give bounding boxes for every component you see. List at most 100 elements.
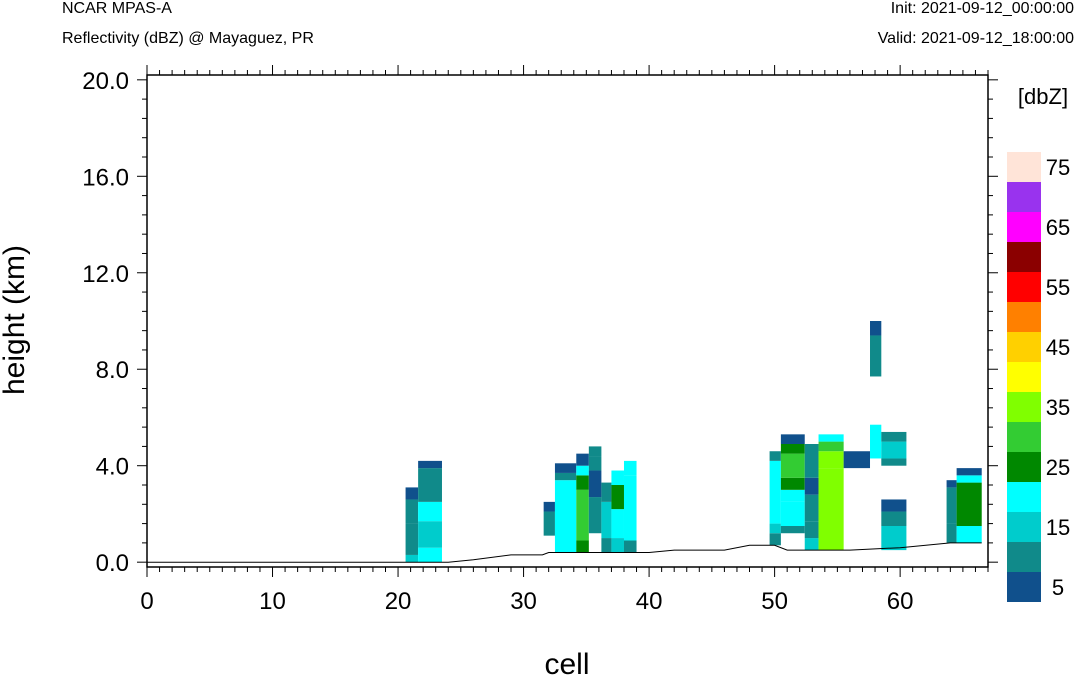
colorbar-swatch (1007, 152, 1041, 182)
reflectivity-cell (576, 465, 589, 476)
reflectivity-cell (405, 487, 419, 500)
reflectivity-cell (418, 460, 442, 469)
colorbar-swatch (1007, 482, 1041, 512)
reflectivity-cell (611, 538, 624, 553)
reflectivity-cell (769, 533, 781, 546)
reflectivity-cell (870, 424, 882, 459)
reflectivity-cell (588, 497, 602, 534)
colorbar-swatch (1007, 332, 1041, 362)
reflectivity-cell (418, 521, 442, 548)
reflectivity-cell (843, 451, 871, 469)
colorbar-swatch (1007, 302, 1041, 332)
y-tick-label: 0.0 (96, 550, 129, 577)
x-tick-label: 20 (385, 588, 412, 615)
reflectivity-cell (780, 434, 805, 444)
reflectivity-cell (881, 526, 907, 551)
reflectivity-cell (946, 523, 957, 543)
reflectivity-cell (576, 540, 589, 553)
colorbar-swatch (1007, 452, 1041, 482)
chart-subtitle: Reflectivity (dBZ) @ Mayaguez, PR (62, 30, 314, 47)
reflectivity-cell (881, 441, 907, 459)
reflectivity-cell (418, 468, 442, 502)
reflectivity-cell (769, 523, 781, 534)
colorbar-tick-label: 75 (1046, 155, 1070, 180)
chart-title: NCAR MPAS-A (62, 0, 172, 17)
reflectivity-cell (870, 335, 882, 377)
reflectivity-cell (881, 499, 907, 512)
reflectivity-cell (780, 444, 805, 454)
colorbar-tick-label: 15 (1046, 515, 1070, 540)
reflectivity-cell (956, 526, 982, 543)
reflectivity-cell (804, 538, 819, 551)
reflectivity-cell (543, 526, 555, 536)
reflectivity-cell (554, 472, 577, 481)
reflectivity-cell (804, 444, 819, 478)
colorbar-swatch (1007, 542, 1041, 572)
x-tick-label: 30 (510, 588, 537, 615)
reflectivity-cell (405, 554, 419, 563)
y-tick-label: 20.0 (82, 68, 129, 95)
reflectivity-cell (780, 453, 805, 478)
reflectivity-cell (804, 477, 819, 495)
colorbar-tick-label: 25 (1046, 455, 1070, 480)
reflectivity-cell (946, 480, 957, 488)
reflectivity-cell (881, 431, 907, 442)
colorbar-swatch (1007, 392, 1041, 422)
reflectivity-cell (418, 501, 442, 522)
colorbar-swatch (1007, 242, 1041, 272)
reflectivity-cell (780, 501, 805, 526)
reflectivity-cell (543, 511, 555, 526)
reflectivity-cell (601, 501, 612, 539)
reflectivity-cell (623, 540, 637, 553)
reflectivity-cell (405, 499, 419, 524)
reflectivity-cell (601, 482, 612, 502)
y-tick-label: 16.0 (82, 164, 129, 191)
reflectivity-cell (418, 547, 442, 563)
x-tick-label: 60 (887, 588, 914, 615)
x-tick-label: 10 (259, 588, 286, 615)
init-time: Init: 2021-09-12_00:00:00 (890, 0, 1074, 17)
reflectivity-cell (588, 485, 602, 498)
reflectivity-cell (588, 456, 602, 471)
y-tick-label: 12.0 (82, 261, 129, 288)
reflectivity-cell (804, 494, 819, 522)
x-axis-title: cell (544, 648, 589, 677)
colorbar-swatch (1007, 422, 1041, 452)
axes: 0 10 20 30 40 50 60 0.0 4.0 8.0 12.0 16.0 20.0 (82, 65, 998, 615)
x-tick-label: 0 (140, 588, 153, 615)
reflectivity-cell (780, 477, 805, 490)
colorbar-swatch (1007, 212, 1041, 242)
colorbar-swatch (1007, 362, 1041, 392)
reflectivity-cell (543, 501, 555, 512)
reflectivity-cell (946, 487, 957, 524)
reflectivity-cell (956, 468, 982, 476)
reflectivity-cell (818, 468, 844, 551)
colorbar-swatch (1007, 272, 1041, 302)
reflectivity-cell (554, 480, 577, 553)
reflectivity-cell (870, 321, 882, 336)
plot-frame (146, 74, 989, 568)
reflectivity-cell (780, 489, 805, 502)
terrain-line (147, 542, 982, 563)
reflectivity-cell (956, 475, 982, 483)
y-tick-label: 8.0 (96, 357, 129, 384)
reflectivity-cell (611, 470, 624, 485)
reflectivity-cell (601, 538, 612, 553)
reflectivity-cell (576, 453, 589, 466)
reflectivity-cell (881, 511, 907, 526)
reflectivity-cell (405, 523, 419, 555)
reflectivity-cell (956, 482, 982, 526)
reflectivity-cell (588, 470, 602, 485)
reflectivity-cell (769, 460, 781, 524)
y-axis-title: height (km) (0, 245, 31, 395)
colorbar-tick-label: 5 (1052, 575, 1064, 600)
reflectivity-cell (554, 463, 577, 473)
valid-time: Valid: 2021-09-12_18:00:00 (877, 30, 1074, 47)
reflectivity-cell (623, 475, 637, 541)
colorbar-tick-label: 55 (1046, 275, 1070, 300)
colorbar-unit-label: [dbZ] (1018, 84, 1068, 109)
reflectivity-cell (611, 485, 624, 510)
colorbar: 5 15 25 35 45 55 65 75 (1007, 152, 1070, 602)
x-tick-label: 50 (761, 588, 788, 615)
